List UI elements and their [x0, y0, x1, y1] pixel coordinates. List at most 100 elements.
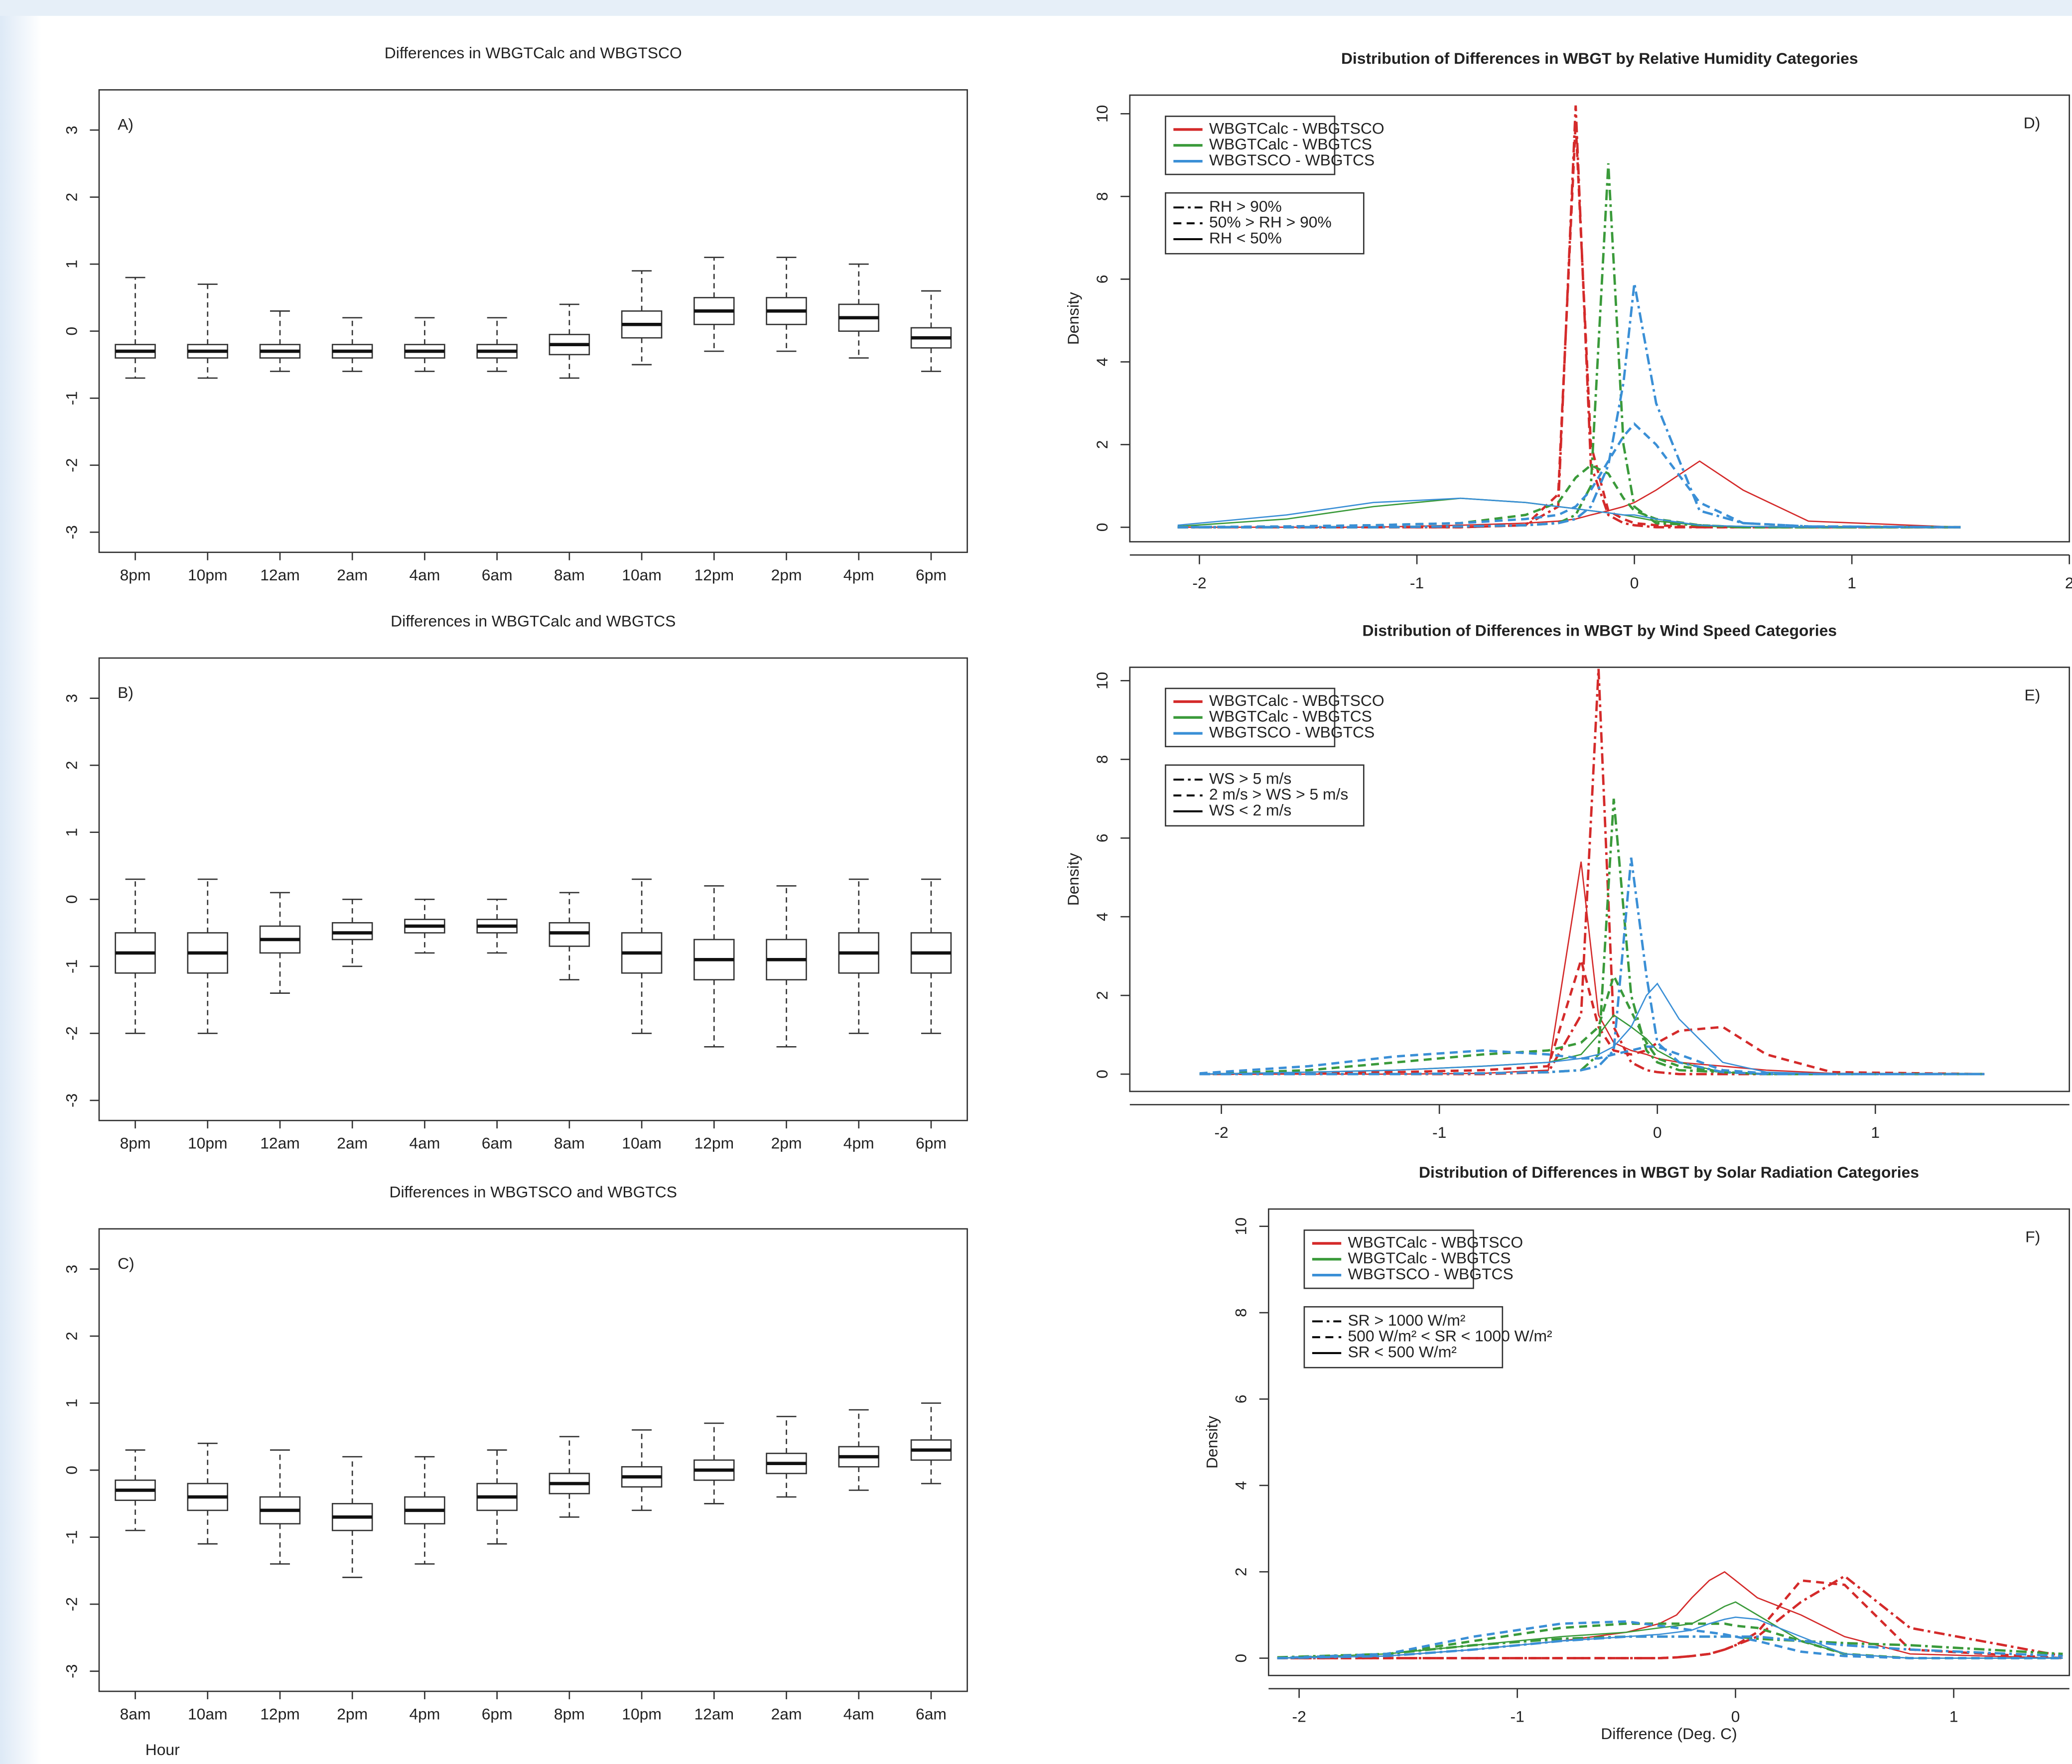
density-line [1199, 1045, 1985, 1076]
y-tick-label: 1 [62, 828, 80, 837]
y-tick-label: 6 [1093, 833, 1111, 842]
chart-title: Distribution of Differences in WBGT by R… [1341, 49, 1858, 67]
density-line [1277, 1616, 2063, 1659]
y-tick-label: 0 [1232, 1654, 1250, 1663]
legend-label: 500 W/m² < SR < 1000 W/m² [1348, 1327, 1552, 1345]
legend-label: WBGTCalc - WBGTCS [1348, 1249, 1511, 1267]
legend-label: 50% > RH > 90% [1209, 213, 1332, 231]
x-tick-label: 12am [260, 1134, 300, 1152]
box [331, 922, 373, 941]
chart-title: Differences in WBGTSCO and WBGTCS [390, 1183, 678, 1201]
x-tick-label: 6pm [482, 1705, 513, 1723]
density-line [1177, 422, 1961, 529]
x-tick-label: 10pm [188, 1134, 228, 1152]
chart-panel: Distribution of Differences in WBGT by W… [1064, 621, 2071, 1141]
x-tick-label: 10pm [188, 566, 228, 584]
density-line [1177, 497, 1961, 528]
y-tick-label: -2 [62, 1026, 80, 1040]
panel-label: C) [118, 1254, 135, 1272]
y-tick-label: 4 [1093, 912, 1111, 921]
y-tick-label: 0 [1093, 1070, 1111, 1079]
density-line [1177, 283, 1961, 529]
x-tick-label: 8am [554, 1134, 585, 1152]
y-tick-label: 1 [62, 260, 80, 269]
x-tick-label: 6am [482, 566, 513, 584]
chart-title: Differences in WBGTCalc and WBGTSCO [385, 44, 682, 62]
x-tick-label: -1 [1510, 1708, 1524, 1726]
panel-label: B) [118, 683, 134, 701]
y-tick-label: 4 [1093, 358, 1111, 367]
y-tick-label: 0 [1093, 523, 1111, 532]
x-tick-label: 12pm [694, 1134, 734, 1152]
x-tick-label: 1 [1871, 1123, 1880, 1141]
legend-label: RH < 50% [1209, 229, 1282, 247]
density-line [1199, 857, 1985, 1076]
density-line [1199, 955, 1985, 1076]
x-tick-label: 8pm [120, 1134, 151, 1152]
legend-label: WBGTCalc - WBGTSCO [1348, 1233, 1523, 1251]
legend-box [1165, 192, 1365, 255]
x-axis-label: Difference (Deg. C) [1601, 1725, 1737, 1743]
legend-label: WBGTSCO - WBGTCS [1348, 1265, 1513, 1283]
x-tick-label: -2 [1192, 574, 1206, 592]
x-tick-label: 8am [120, 1705, 151, 1723]
x-tick-label: 8pm [554, 1705, 585, 1723]
legend-label: 2 m/s > WS > 5 m/s [1209, 785, 1348, 803]
y-tick-label: -2 [62, 1597, 80, 1611]
density-line [1277, 1601, 2063, 1659]
x-tick-label: -2 [1292, 1708, 1306, 1726]
chart-title: Distribution of Differences in WBGT by S… [1419, 1163, 1919, 1181]
x-tick-label: -1 [1432, 1123, 1446, 1141]
x-tick-label: 0 [1630, 574, 1639, 592]
x-tick-label: 2am [771, 1705, 802, 1723]
x-tick-label: 4pm [409, 1705, 440, 1723]
x-tick-label: 0 [1653, 1123, 1662, 1141]
chart-title: Distribution of Differences in WBGT by W… [1363, 621, 1837, 639]
x-tick-label: 12pm [694, 566, 734, 584]
chart-panel: Differences in WBGTCalc and WBGTSCO A) -3 -… [62, 44, 968, 584]
panel-label: A) [118, 115, 134, 133]
x-tick-label: 10pm [622, 1705, 662, 1723]
legend-label: SR > 1000 W/m² [1348, 1311, 1465, 1329]
chart-title: Differences in WBGTCalc and WBGTCS [391, 612, 676, 630]
y-tick-label: 8 [1093, 755, 1111, 764]
x-tick-label: 2pm [771, 1134, 802, 1152]
y-tick-label: -1 [62, 1530, 80, 1544]
density-line [1277, 1579, 2063, 1659]
chart-panel: Differences in WBGTCalc and WBGTCS B) -3 -2… [62, 612, 968, 1152]
legend-label: WBGTSCO - WBGTCS [1209, 151, 1375, 169]
chart-panel: Distribution of Differences in WBGT by R… [1064, 49, 2072, 592]
chart-panel: Differences in WBGTSCO and WBGTCS C) -3 -2 -… [62, 1183, 968, 1759]
y-tick-label: -3 [62, 525, 80, 539]
panel-label: D) [2024, 114, 2041, 132]
x-tick-label: 4am [409, 566, 440, 584]
y-tick-label: 0 [62, 1466, 80, 1475]
x-tick-label: 6pm [916, 1134, 947, 1152]
y-tick-label: 3 [62, 1265, 80, 1274]
plot-frame [1129, 94, 2071, 543]
x-tick-label: 4am [409, 1134, 440, 1152]
x-tick-label: 2am [337, 566, 368, 584]
top-band [0, 0, 2072, 16]
x-tick-label: -1 [1410, 574, 1424, 592]
x-tick-label: 4pm [843, 1134, 874, 1152]
y-tick-label: 2 [62, 193, 80, 202]
x-axis-label: Hour [145, 1741, 180, 1759]
x-tick-label: 4am [843, 1705, 874, 1723]
y-tick-label: 2 [1232, 1567, 1250, 1576]
x-tick-label: 12am [694, 1705, 734, 1723]
legend-box [1165, 764, 1365, 827]
legend-label: WBGTCalc - WBGTCS [1209, 135, 1372, 153]
density-line [1199, 972, 1985, 1076]
y-tick-label: 1 [62, 1399, 80, 1408]
x-tick-label: 2pm [771, 566, 802, 584]
x-tick-label: 8pm [120, 566, 151, 584]
plot-frame [1129, 667, 2071, 1092]
box [549, 922, 590, 947]
y-tick-label: 2 [1093, 991, 1111, 1000]
y-tick-label: 0 [62, 327, 80, 336]
y-tick-label: 3 [62, 694, 80, 703]
panel-label: F) [2025, 1228, 2040, 1246]
